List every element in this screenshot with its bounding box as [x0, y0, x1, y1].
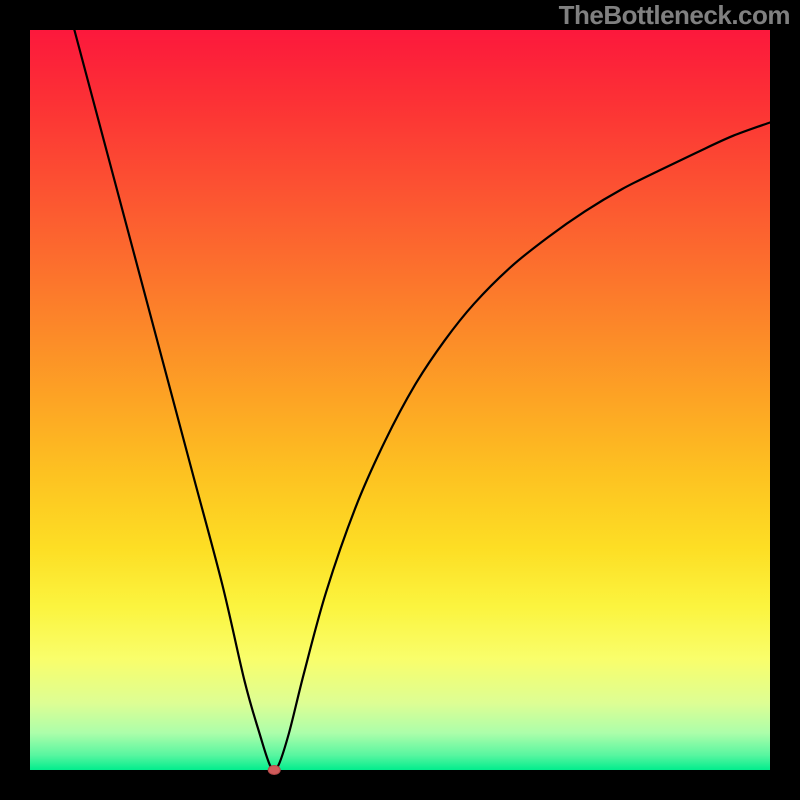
- watermark-text: TheBottleneck.com: [559, 0, 790, 31]
- plot-background: [30, 30, 770, 770]
- chart-canvas: TheBottleneck.com: [0, 0, 800, 800]
- chart-svg: [0, 0, 800, 800]
- optimum-marker: [268, 766, 280, 775]
